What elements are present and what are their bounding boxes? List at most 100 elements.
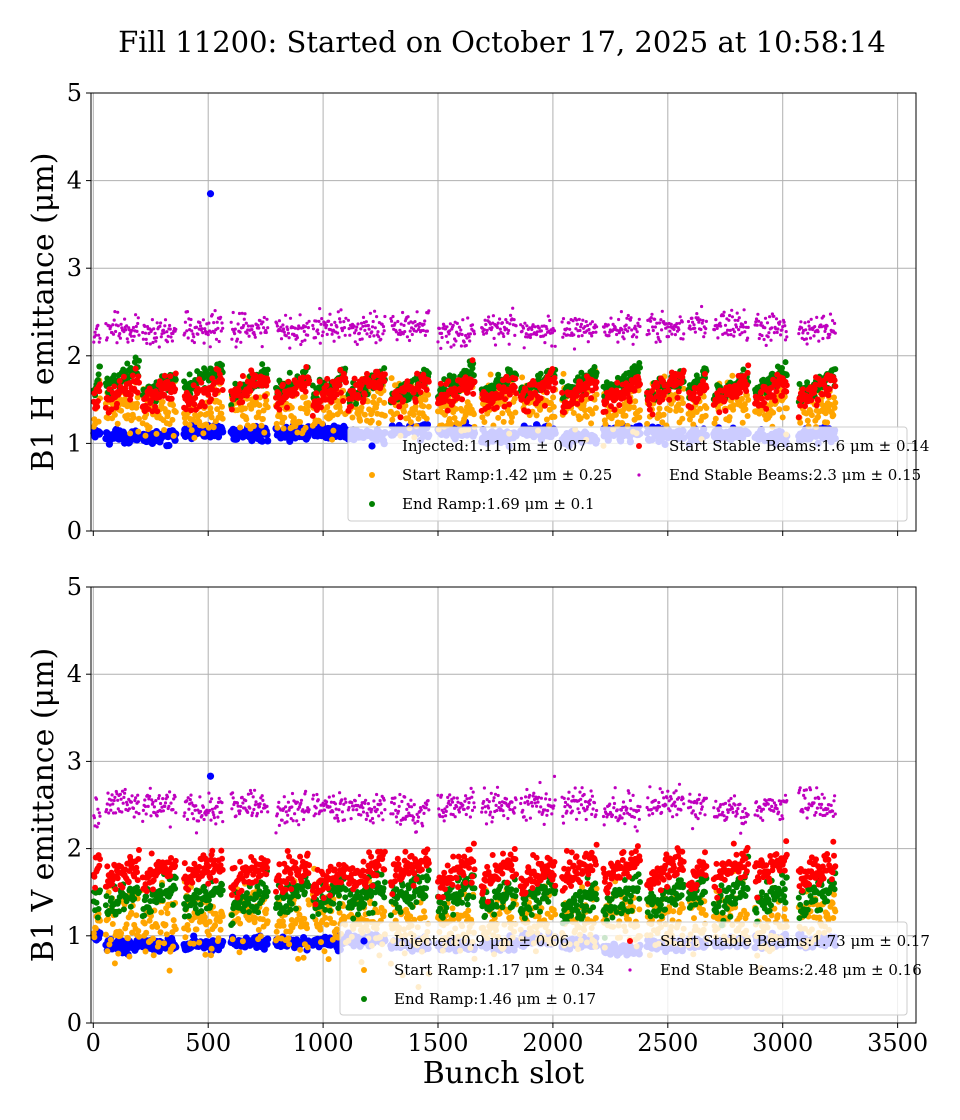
point <box>622 412 629 419</box>
point <box>258 437 266 445</box>
point <box>797 419 804 426</box>
point <box>281 414 288 421</box>
point <box>113 310 117 314</box>
point <box>552 329 557 333</box>
point <box>148 342 152 346</box>
point <box>666 335 671 339</box>
point <box>336 382 343 389</box>
point <box>658 339 662 344</box>
point <box>111 411 118 418</box>
point <box>815 397 822 404</box>
point <box>183 320 187 324</box>
point <box>632 398 639 405</box>
point <box>537 370 544 377</box>
point <box>174 327 178 331</box>
point <box>772 331 777 335</box>
point <box>218 410 225 417</box>
point <box>135 373 142 380</box>
point <box>116 310 120 314</box>
figure-title: Fill 11200: Started on October 17, 2025 … <box>118 25 886 59</box>
legend-entry-end-ramp: End Ramp:1.69 μm ± 0.1 <box>402 495 595 513</box>
point <box>97 340 101 344</box>
point <box>688 404 695 411</box>
point <box>111 332 116 336</box>
point <box>680 400 686 406</box>
point <box>479 414 486 421</box>
point <box>401 408 407 415</box>
point <box>401 310 405 315</box>
point <box>219 315 223 319</box>
point <box>329 323 333 327</box>
point <box>159 398 166 405</box>
point <box>279 381 286 388</box>
point <box>233 327 237 331</box>
point <box>502 396 509 403</box>
point <box>325 323 329 327</box>
point <box>762 337 766 342</box>
point <box>757 319 761 323</box>
point <box>116 378 123 384</box>
point <box>782 320 786 324</box>
point <box>743 330 747 334</box>
point <box>482 332 486 336</box>
point <box>324 404 331 411</box>
point <box>635 335 639 339</box>
point <box>544 333 548 337</box>
point <box>799 386 806 393</box>
point <box>298 313 302 317</box>
point <box>294 429 301 436</box>
point <box>293 390 300 397</box>
point <box>466 316 470 320</box>
point <box>228 406 235 413</box>
point <box>726 414 733 421</box>
point <box>784 330 788 334</box>
point <box>831 377 838 384</box>
point <box>216 399 223 406</box>
point <box>356 322 360 326</box>
point <box>702 335 706 339</box>
point <box>190 329 194 333</box>
point <box>406 315 410 319</box>
point <box>832 399 839 406</box>
point <box>191 434 198 441</box>
point <box>307 319 311 323</box>
point <box>316 378 323 385</box>
point <box>436 340 440 344</box>
point <box>349 414 356 421</box>
point <box>586 323 590 328</box>
point <box>454 339 458 343</box>
point <box>124 360 131 367</box>
point <box>163 318 168 322</box>
point <box>165 441 173 450</box>
point <box>698 318 702 322</box>
point <box>264 437 272 445</box>
point <box>521 326 526 330</box>
point <box>664 322 669 326</box>
point <box>340 398 347 404</box>
point <box>459 396 466 403</box>
point <box>670 332 674 336</box>
point <box>372 334 376 338</box>
point <box>655 332 660 336</box>
point <box>714 318 718 322</box>
point <box>256 402 263 409</box>
point <box>590 320 595 324</box>
point <box>481 419 488 425</box>
point <box>637 317 641 321</box>
point <box>660 411 667 418</box>
point <box>483 318 487 322</box>
point <box>425 378 432 385</box>
point <box>594 330 598 334</box>
point <box>188 323 192 327</box>
point <box>651 325 655 329</box>
point <box>457 325 461 329</box>
point <box>96 429 104 437</box>
point <box>612 411 619 418</box>
point <box>338 317 342 321</box>
point <box>336 331 340 335</box>
point <box>722 407 729 414</box>
point <box>94 403 101 410</box>
point <box>551 413 558 420</box>
point <box>373 309 377 313</box>
